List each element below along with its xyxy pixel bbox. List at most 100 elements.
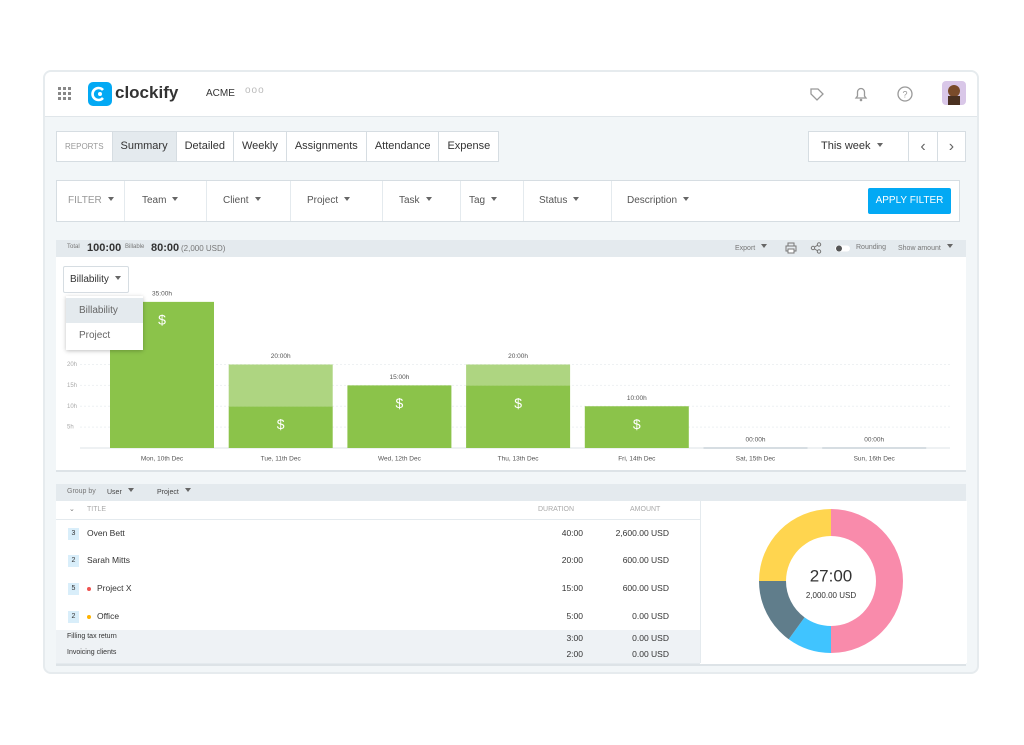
show-amount-select[interactable]: Show amount	[898, 244, 953, 252]
print-icon[interactable]	[785, 242, 797, 254]
row-amount: 2,600.00 USD	[615, 527, 669, 538]
billable-value: 80:00	[151, 242, 180, 254]
report-tab[interactable]: REPORTS	[57, 132, 113, 161]
row-title: Invoicing clients	[67, 649, 117, 656]
filter-dropdown[interactable]: Task	[399, 195, 432, 206]
help-icon[interactable]: ?	[896, 85, 914, 103]
chart-mode-option[interactable]: Project	[79, 330, 111, 341]
chart-panel	[56, 240, 966, 472]
table-row[interactable]: Invoicing clients 2:00 0.00 USD	[56, 647, 700, 664]
filter-dropdown[interactable]: Description	[627, 195, 689, 206]
tag-icon[interactable]	[808, 85, 826, 103]
report-tab[interactable]: Weekly	[234, 132, 287, 161]
totals-bar: Total 100:00 Billable 80:00 (2,000 USD) …	[56, 240, 966, 257]
total-value: 100:00	[87, 242, 122, 254]
row-count-badge[interactable]: 5	[68, 583, 79, 595]
table-row[interactable]: 5 Project X 15:00 600.00 USD	[56, 575, 700, 604]
report-tabs: REPORTS Summary Detailed Weekly Assignments A…	[56, 131, 500, 162]
filter-dropdown[interactable]: Client	[223, 195, 261, 206]
table-header: ⌄ TITLE DURATION AMOUNT	[56, 501, 700, 520]
avatar[interactable]	[942, 81, 966, 105]
chart-mode-menu: Billability Project	[66, 296, 143, 350]
group-by-bar: Group by User Project	[56, 484, 966, 501]
filter-dropdown[interactable]: Tag	[469, 195, 497, 206]
row-amount: 0.00 USD	[632, 632, 669, 643]
billable-amount: (2,000 USD)	[181, 244, 226, 253]
group-by-label: Group by	[67, 488, 96, 495]
share-icon[interactable]	[810, 242, 822, 254]
row-title: Filling tax return	[67, 632, 117, 640]
column-title[interactable]: TITLE	[87, 506, 107, 513]
report-tab[interactable]: Assignments	[287, 132, 367, 161]
donut-panel	[700, 501, 967, 663]
column-duration[interactable]: DURATION	[538, 506, 575, 513]
row-amount: 600.00 USD	[622, 555, 669, 565]
svg-text:?: ?	[902, 89, 907, 99]
row-title: Project X	[97, 583, 132, 593]
filter-separator	[460, 181, 461, 221]
prev-button[interactable]: ‹	[909, 132, 938, 161]
report-tab[interactable]: Detailed	[177, 132, 234, 161]
filter-separator	[382, 181, 383, 221]
apply-filter-button[interactable]: APPLY FILTER	[868, 188, 951, 214]
filter-separator	[124, 181, 125, 221]
filter-dropdown[interactable]: Project	[307, 195, 350, 206]
row-amount: 600.00 USD	[622, 583, 669, 593]
workspace[interactable]: ACME	[206, 88, 235, 99]
report-tab[interactable]: Expense	[447, 140, 491, 152]
table-row[interactable]: 2 Office 5:00 0.00 USD	[56, 603, 700, 631]
report-tab[interactable]: Summary	[112, 132, 177, 161]
project-dot	[87, 587, 91, 591]
table-row[interactable]: Filling tax return 3:00 0.00 USD	[56, 630, 700, 648]
row-duration: 5:00	[566, 610, 583, 621]
logo-icon	[88, 82, 112, 106]
table-row[interactable]: 3 Oven Bett 40:00 2,600.00 USD	[56, 520, 700, 548]
expand-all[interactable]: ⌄	[69, 506, 75, 513]
top-bar: clockify ACME ooo ?	[45, 72, 977, 117]
row-duration: 3:00	[566, 632, 583, 643]
total-label: Total	[67, 244, 80, 250]
row-title: Office	[97, 610, 120, 621]
date-range: This week ‹ ›	[808, 131, 966, 162]
row-duration: 20:00	[561, 555, 583, 565]
row-title: Sarah Mitts	[87, 555, 130, 565]
next-button[interactable]: ›	[948, 138, 955, 155]
filter-separator	[523, 181, 524, 221]
date-range-select[interactable]: This week	[809, 132, 910, 161]
report-tab[interactable]: Attendance	[367, 132, 440, 161]
billable-label: Billable	[125, 244, 145, 250]
row-count-badge[interactable]: 2	[68, 555, 79, 567]
summary-table: ⌄ TITLE DURATION AMOUNT 3 Oven Bett 40:00 2…	[56, 501, 700, 664]
filter-separator	[611, 181, 612, 221]
filter-dropdown[interactable]: Status	[539, 195, 579, 206]
column-amount[interactable]: AMOUNT	[630, 506, 661, 513]
row-duration: 2:00	[566, 649, 583, 659]
chart-mode-option[interactable]: Billability	[66, 298, 143, 323]
apps-icon[interactable]	[58, 87, 72, 101]
bell-icon[interactable]	[852, 85, 870, 103]
group-by-level-1[interactable]: User	[107, 488, 134, 496]
filter-dropdown[interactable]: Team	[142, 195, 178, 206]
row-count-badge[interactable]: 2	[68, 610, 79, 623]
row-amount: 0.00 USD	[632, 649, 669, 659]
chart-mode-value: Billability	[70, 274, 121, 285]
project-dot	[87, 614, 91, 619]
more-icon[interactable]: ooo	[245, 85, 265, 96]
table-row[interactable]: 2 Sarah Mitts 20:00 600.00 USD	[56, 547, 700, 576]
export-button[interactable]: Export	[735, 244, 767, 252]
filter-label[interactable]: FILTER	[68, 195, 114, 206]
rounding-label: Rounding	[856, 244, 886, 251]
row-duration: 15:00	[561, 583, 583, 593]
filter-separator	[206, 181, 207, 221]
row-count-badge[interactable]: 3	[68, 527, 79, 540]
filter-separator	[290, 181, 291, 221]
row-duration: 40:00	[561, 527, 583, 538]
group-by-level-2[interactable]: Project	[157, 488, 191, 496]
row-title: Oven Bett	[87, 527, 125, 538]
rounding-toggle[interactable]	[834, 244, 852, 253]
chart-mode-select[interactable]: Billability	[63, 266, 129, 293]
brand: clockify	[115, 83, 179, 102]
filter-bar: APPLY FILTER FILTER Team Client Project Task…	[56, 180, 960, 222]
